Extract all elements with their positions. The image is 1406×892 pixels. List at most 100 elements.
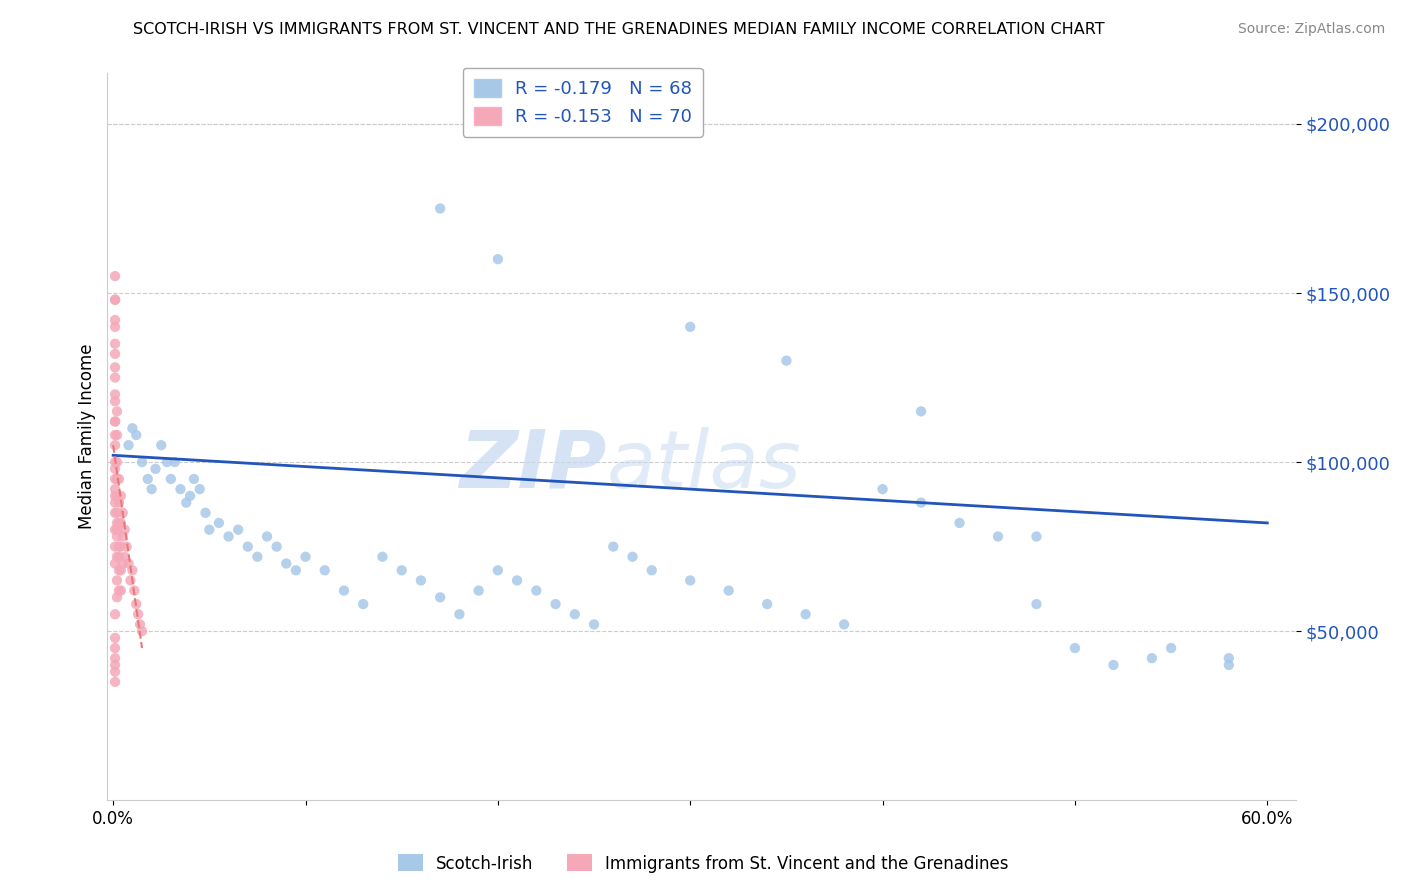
Point (124, 583, 146, 598)
Point (524, 583, 547, 598)
Point (150, 438, 173, 452)
Point (105, 404, 128, 418)
Point (104, 489, 127, 503)
Point (104, 641, 127, 656)
Point (1140, 651, 1163, 665)
Point (104, 631, 127, 645)
Point (121, 421, 143, 435)
Point (104, 360, 127, 375)
Point (679, 574, 702, 588)
Point (872, 482, 894, 496)
Point (104, 665, 127, 679)
Point (108, 472, 131, 486)
Point (104, 462, 127, 476)
Point (110, 583, 132, 598)
Point (145, 462, 167, 476)
Point (105, 516, 128, 530)
Point (105, 529, 128, 543)
Point (266, 540, 288, 554)
Point (105, 574, 128, 588)
Point (104, 415, 127, 429)
Point (104, 657, 127, 672)
Point (105, 489, 128, 503)
Point (115, 540, 138, 554)
Point (1025, 529, 1047, 543)
Point (218, 529, 240, 543)
Point (756, 597, 779, 611)
Point (717, 583, 740, 598)
Point (409, 574, 432, 588)
Point (429, 591, 451, 605)
Point (160, 472, 183, 486)
Point (127, 607, 149, 622)
Point (506, 574, 529, 588)
Point (832, 617, 855, 632)
Point (108, 583, 131, 598)
Point (131, 455, 153, 469)
Point (105, 506, 128, 520)
Point (641, 563, 664, 577)
Point (110, 540, 132, 554)
Point (486, 252, 509, 267)
Point (117, 557, 139, 571)
Point (104, 674, 127, 689)
Point (104, 540, 127, 554)
Point (104, 438, 127, 452)
Point (104, 387, 127, 401)
Point (105, 428, 128, 442)
Point (117, 438, 139, 452)
Point (104, 523, 127, 537)
Point (1218, 657, 1240, 672)
Point (104, 293, 127, 307)
Point (108, 540, 131, 554)
Point (141, 482, 163, 496)
Point (104, 370, 127, 384)
Point (111, 506, 134, 520)
Point (105, 455, 128, 469)
Point (105, 549, 128, 564)
Point (108, 549, 131, 564)
Point (104, 506, 127, 520)
Point (256, 529, 278, 543)
Point (948, 516, 970, 530)
Point (1025, 597, 1047, 611)
Point (449, 607, 471, 622)
Point (104, 482, 127, 496)
Point (188, 482, 211, 496)
Point (1064, 641, 1087, 656)
Point (104, 269, 127, 284)
Point (104, 394, 127, 409)
Point (208, 516, 231, 530)
Point (110, 563, 132, 577)
Point (621, 549, 644, 564)
Point (294, 549, 316, 564)
Point (104, 496, 127, 510)
Point (129, 617, 152, 632)
Point (104, 428, 127, 442)
Legend: Scotch-Irish, Immigrants from St. Vincent and the Grenadines: Scotch-Irish, Immigrants from St. Vincen… (391, 847, 1015, 880)
Point (105, 523, 128, 537)
Point (111, 529, 134, 543)
Point (174, 496, 197, 510)
Point (371, 549, 394, 564)
Text: Source: ZipAtlas.com: Source: ZipAtlas.com (1237, 22, 1385, 37)
Point (194, 506, 217, 520)
Text: ZIP: ZIP (460, 426, 606, 505)
Point (104, 313, 127, 327)
Point (284, 563, 307, 577)
Point (120, 574, 142, 588)
Point (246, 549, 269, 564)
Point (114, 549, 136, 564)
Point (108, 563, 131, 577)
Point (602, 540, 624, 554)
Point (105, 472, 128, 486)
Point (108, 496, 131, 510)
Point (114, 523, 136, 537)
Point (104, 557, 127, 571)
Point (169, 482, 191, 496)
Point (583, 617, 606, 632)
Point (679, 319, 702, 334)
Point (486, 563, 509, 577)
Point (333, 583, 356, 598)
Point (104, 319, 127, 334)
